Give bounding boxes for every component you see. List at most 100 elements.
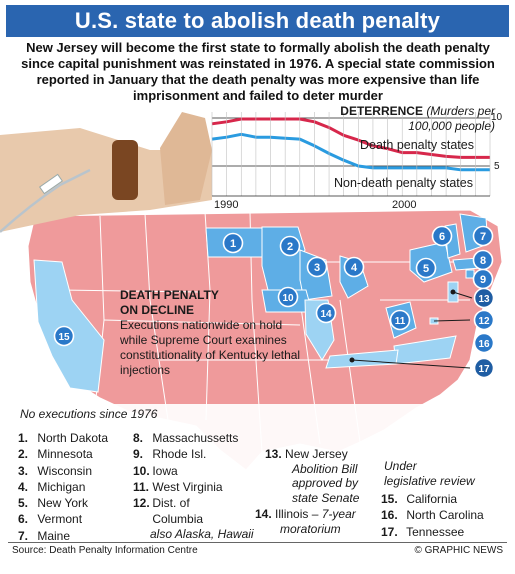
legend-row: 6. Vermont bbox=[18, 511, 108, 527]
review-heading-line1: Under bbox=[384, 459, 417, 473]
map-marker-label: 15 bbox=[58, 332, 70, 343]
series-line-non-death-penalty bbox=[211, 132, 490, 172]
legend-column-3: 15. California 16. North Carolina 17. Te… bbox=[381, 491, 484, 540]
legend-desc: approved by bbox=[292, 476, 359, 490]
map-marker-circle bbox=[415, 257, 437, 279]
review-heading-line2: legislative review bbox=[384, 473, 475, 488]
state-tennessee bbox=[325, 349, 399, 369]
map-marker-13: 13 bbox=[473, 287, 495, 309]
legend-item-13: 13. New Jersey Abolition Bill approved b… bbox=[265, 447, 359, 505]
leader-line-13 bbox=[452, 291, 473, 299]
map-marker-circle bbox=[279, 235, 301, 257]
legend-row: 5. New York bbox=[18, 495, 108, 511]
map-marker-15: 15 bbox=[53, 325, 75, 347]
map-marker-6: 6 bbox=[431, 225, 453, 247]
map-marker-circle bbox=[473, 287, 495, 309]
legend-row: 10. Iowa bbox=[133, 463, 238, 479]
map-marker-label: 17 bbox=[478, 364, 490, 375]
map-marker-3: 3 bbox=[306, 256, 328, 278]
legend-row: 3. Wisconsin bbox=[18, 463, 108, 479]
map-marker-9: 9 bbox=[472, 268, 494, 290]
legend-number: 11. bbox=[133, 479, 150, 494]
legend-heading-no-executions: No executions since 1976 bbox=[20, 407, 158, 421]
arm bbox=[0, 128, 212, 232]
map-marker-circle bbox=[315, 302, 337, 324]
legend-row: 17. Tennessee bbox=[381, 524, 484, 540]
map-marker-label: 9 bbox=[480, 274, 486, 286]
hand bbox=[160, 112, 212, 205]
series-label-non-death-penalty: Non-death penalty states bbox=[334, 176, 473, 190]
legend-row: 1. North Dakota bbox=[18, 430, 108, 446]
map-marker-circle bbox=[473, 332, 495, 354]
legend-row: 16. North Carolina bbox=[381, 507, 484, 523]
map-marker-circle bbox=[389, 309, 411, 331]
legend-state: California bbox=[406, 492, 458, 506]
map-marker-label: 14 bbox=[320, 309, 332, 320]
legend-state: Dist. of bbox=[152, 496, 190, 511]
decline-heading-line1: DEATH PENALTY bbox=[120, 288, 219, 302]
page-title: U.S. state to abolish death penalty bbox=[6, 5, 509, 37]
legend-number: 14. bbox=[255, 507, 272, 521]
map-marker-label: 8 bbox=[480, 255, 486, 267]
y-tick-label: 5 bbox=[494, 161, 500, 172]
map-marker-8: 8 bbox=[472, 249, 494, 271]
map-marker-label: 13 bbox=[478, 294, 490, 305]
legend-state: Maine bbox=[37, 528, 71, 543]
decline-body: Executions nationwide on hold while Supr… bbox=[120, 318, 301, 377]
legend-desc: moratorium bbox=[280, 521, 341, 536]
series-label-death-penalty: Death penalty states bbox=[360, 138, 474, 152]
chart-title: DETERRENCE (Murders per 100,000 people) bbox=[325, 104, 495, 134]
legend-row: 7. Maine bbox=[18, 528, 108, 544]
leader-line-17 bbox=[351, 359, 471, 369]
legend-row: 15. California bbox=[381, 491, 484, 507]
map-marker-label: 1 bbox=[230, 238, 236, 250]
legend-desc: 7-year bbox=[321, 507, 356, 521]
legend-number: 9. bbox=[133, 447, 144, 462]
map-marker-circle bbox=[222, 232, 244, 254]
legend-number: 13. bbox=[265, 447, 282, 461]
legend-number: 2. bbox=[18, 447, 29, 462]
map-marker-label: 4 bbox=[351, 262, 358, 274]
legend-row: Columbia bbox=[133, 511, 238, 527]
legend-desc: state Senate bbox=[292, 490, 360, 505]
map-marker-circle bbox=[277, 286, 299, 308]
map-marker-circle bbox=[53, 325, 75, 347]
legend-row: 12. Dist. of bbox=[133, 495, 238, 511]
legend-state: Illinois – bbox=[275, 507, 319, 521]
map-marker-12: 12 bbox=[473, 309, 495, 331]
intro-text: New Jersey will become the first state t… bbox=[21, 40, 495, 103]
map-marker-7: 7 bbox=[472, 225, 494, 247]
x-tick-label: 2000 bbox=[392, 199, 417, 211]
state-minnesota bbox=[261, 226, 306, 291]
legend-state: Minnesota bbox=[37, 447, 93, 462]
map-marker-circle bbox=[473, 309, 495, 331]
legend-number: 17. bbox=[381, 524, 398, 539]
legend-state: Wisconsin bbox=[37, 463, 93, 478]
footer: Source: Death Penalty Information Centre… bbox=[8, 542, 507, 558]
legend-state: North Dakota bbox=[37, 431, 109, 445]
legend-state: New York bbox=[37, 496, 89, 511]
decline-heading-line2: ON DECLINE bbox=[120, 303, 195, 317]
legend-state: North Carolina bbox=[406, 508, 484, 523]
iv-tube bbox=[0, 168, 91, 233]
legend-number: 7. bbox=[18, 528, 29, 543]
map-marker-17: 17 bbox=[473, 357, 495, 379]
lethal-injection-photo bbox=[0, 112, 212, 233]
legend-column-1: 1. North Dakota 2. Minnesota 3. Wisconsi… bbox=[18, 430, 108, 544]
legend-panel bbox=[8, 404, 507, 540]
map-marker-circle bbox=[343, 256, 365, 278]
legend-row: 9. Rhode Isl. bbox=[133, 446, 238, 462]
legend-item-14: 14. Illinois – 7-year moratorium bbox=[255, 507, 356, 536]
leader-dot-13 bbox=[450, 289, 456, 295]
legend-number: 6. bbox=[18, 512, 29, 527]
legend-row: 2. Minnesota bbox=[18, 446, 108, 462]
map-marker-14: 14 bbox=[315, 302, 337, 324]
legend-number: 4. bbox=[18, 479, 29, 494]
legend-number: 8. bbox=[133, 431, 144, 445]
leader-dot-17 bbox=[349, 357, 355, 363]
map-marker-circle bbox=[472, 225, 494, 247]
legend-column-2: 8. Massachussetts 9. Rhode Isl. 10. Iowa… bbox=[133, 430, 238, 528]
map-marker-label: 2 bbox=[287, 241, 293, 253]
legend-heading-under-review: Under legislative review bbox=[384, 459, 484, 488]
legend-row: 8. Massachussetts bbox=[133, 430, 238, 446]
